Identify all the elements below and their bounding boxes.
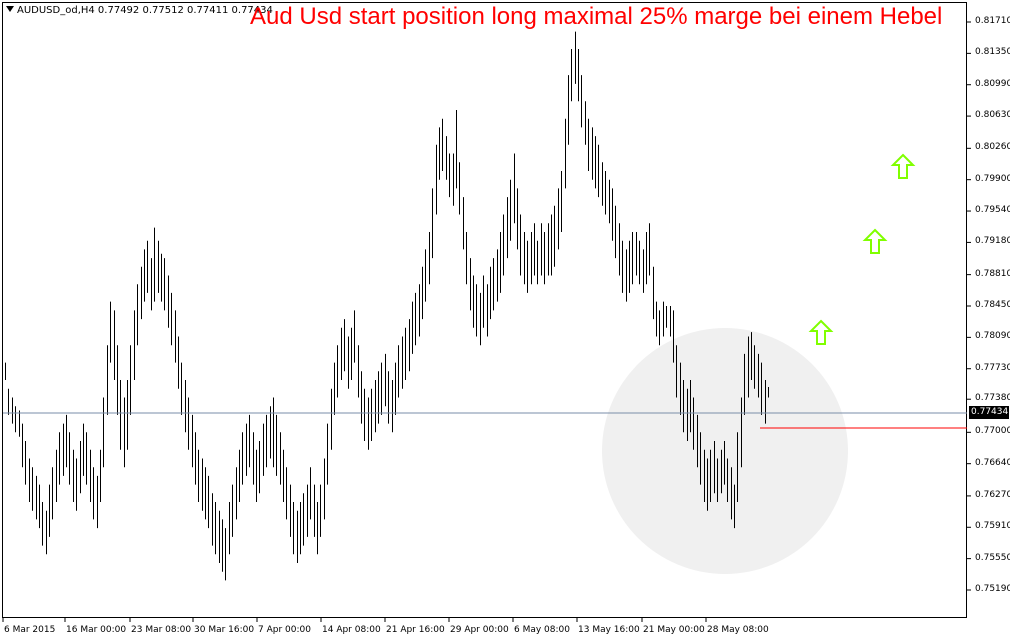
- plot-frame: [2, 2, 967, 618]
- x-axis-ticks: [2, 618, 707, 622]
- up-arrow-icon[interactable]: [808, 319, 834, 345]
- y-tick-label: 0.80990: [975, 78, 1010, 89]
- current-price-badge: 0.77434: [969, 406, 1009, 419]
- up-arrow-icon[interactable]: [862, 228, 888, 254]
- y-tick-label: 0.76270: [975, 489, 1010, 500]
- y-tick-label: 0.77730: [975, 362, 1010, 373]
- y-tick-label: 0.80260: [975, 142, 1010, 153]
- y-tick-label: 0.79180: [975, 236, 1010, 247]
- x-tick-label: 21 Apr 16:00: [386, 625, 445, 635]
- x-tick-label: 30 Mar 16:00: [194, 625, 255, 635]
- x-tick-label: 7 Apr 00:00: [258, 625, 311, 635]
- price-bars: [5, 31, 769, 581]
- y-tick-label: 0.76640: [975, 457, 1010, 468]
- x-tick-label: 6 Mar 2015: [4, 625, 56, 635]
- y-tick-label: 0.77000: [975, 426, 1010, 437]
- x-tick-label: 21 May 00:00: [643, 625, 705, 635]
- chart-headline: Aud Usd start position long maximal 25% …: [250, 3, 943, 30]
- y-tick-label: 0.78090: [975, 331, 1010, 342]
- symbol-info: AUDUSD_od,H4 0.77492 0.77512 0.77411 0.7…: [6, 5, 273, 16]
- y-tick-label: 0.75910: [975, 521, 1010, 532]
- chevron-down-icon: [6, 6, 14, 12]
- symbol-info-text: AUDUSD_od,H4 0.77492 0.77512 0.77411 0.7…: [17, 5, 273, 16]
- y-tick-label: 0.81350: [975, 47, 1010, 58]
- y-tick-label: 0.79900: [975, 173, 1010, 184]
- x-tick-label: 14 Apr 08:00: [322, 625, 381, 635]
- y-tick-label: 0.75550: [975, 552, 1010, 563]
- x-tick-label: 13 May 16:00: [578, 625, 640, 635]
- up-arrow-icon[interactable]: [890, 153, 916, 179]
- x-tick-label: 28 May 08:00: [707, 625, 769, 635]
- y-tick-label: 0.78810: [975, 268, 1010, 279]
- x-tick-label: 6 May 08:00: [514, 625, 570, 635]
- y-tick-label: 0.78450: [975, 300, 1010, 310]
- y-axis-ticks: [967, 21, 971, 591]
- x-tick-label: 23 Mar 08:00: [131, 625, 192, 635]
- y-tick-label: 0.77380: [975, 393, 1010, 404]
- x-tick-label: 29 Apr 00:00: [450, 625, 509, 635]
- y-tick-label: 0.75190: [975, 584, 1010, 594]
- y-tick-label: 0.79540: [975, 205, 1010, 216]
- x-tick-label: 16 Mar 00:00: [66, 625, 127, 635]
- y-tick-label: 0.80630: [975, 110, 1010, 121]
- y-tick-label: 0.81710: [975, 16, 1010, 26]
